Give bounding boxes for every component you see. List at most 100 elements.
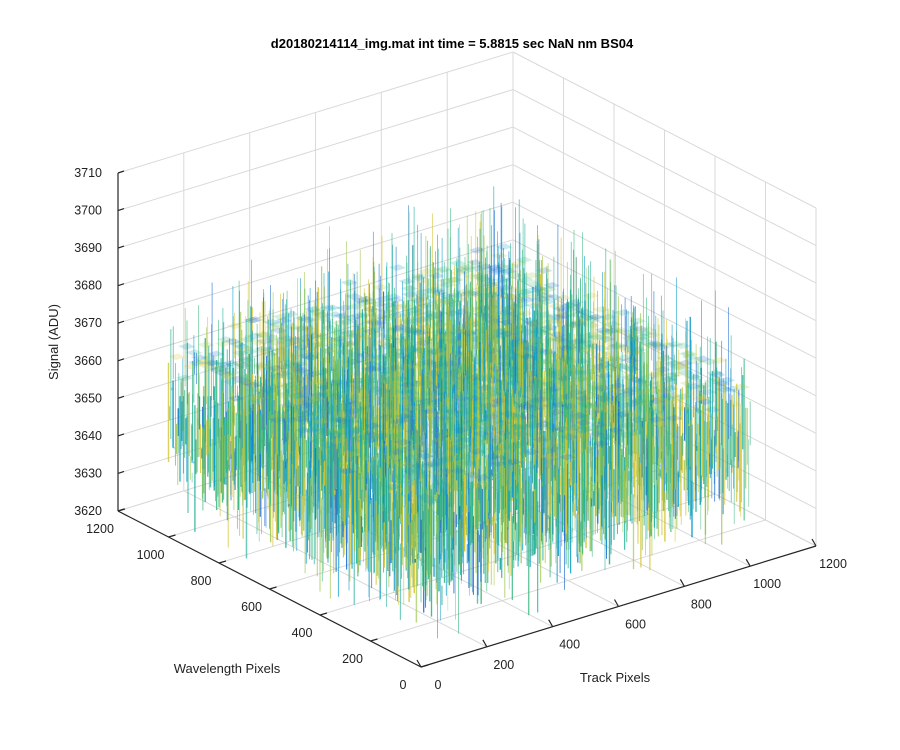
surface-patch [323,428,341,436]
surface-patch [674,393,692,400]
surface-patch [430,469,448,477]
surface-patch [444,484,462,492]
grid-line-side-z [512,89,817,247]
surface-patch [539,348,557,356]
surface-patch [473,430,491,437]
surface-patch [363,432,381,439]
surface-patch [575,419,593,426]
surface-patch [404,326,422,334]
surface-patch [242,380,260,388]
surface-patch [214,340,232,348]
surface-patch [542,281,560,289]
surface-patch [450,392,468,400]
surface-patch [593,384,611,392]
surface-patch [356,438,374,445]
surface-patch [517,449,535,457]
surface-patch [327,339,345,347]
surface-patch [230,375,248,382]
surface-patch [550,401,568,409]
surface-patch [232,360,250,368]
surface-patch [234,361,252,369]
surface-patch [349,425,367,433]
surface-patch [386,296,404,304]
surface-patch [294,398,312,406]
grid-line-side-z [512,164,817,322]
surface-patch [691,384,709,392]
surface-patch [603,385,621,392]
surface-patch [665,414,683,422]
surface-patch [669,396,687,403]
surface-patch [521,317,539,325]
surface-patch [329,437,347,445]
surface-patch [516,401,534,409]
surface-patch [498,268,516,275]
surface-patch [321,336,339,344]
surface-patch [383,483,401,491]
surface-patch [242,377,260,385]
surface-patch [540,285,558,293]
surface-patch [693,355,711,363]
surface-patch [451,362,469,370]
surface-patch [373,340,391,348]
surface-patch [492,328,510,335]
surface-patch [400,354,418,362]
surface-patch [311,378,329,385]
surface-patch [420,278,438,285]
surface-patch [474,391,492,399]
surface-patch [294,426,312,434]
surface-patch [372,409,390,417]
surface-patch [357,295,375,303]
grid-line-back-z [117,51,514,174]
surface-patch [437,352,455,360]
surface-patch [578,432,596,439]
surface-patch [489,397,507,405]
surface-patch [551,336,569,344]
surface-patch [213,369,231,376]
surface-patch [500,459,518,467]
surface-patch [522,448,540,456]
surface-patch [533,400,551,407]
surface-patch [631,390,649,397]
surface-patch [247,394,265,402]
surface-patch [252,387,270,394]
surface-patch [408,347,426,355]
surface-patch [360,430,378,438]
surface-patch [352,296,370,304]
surface-patch [466,259,484,266]
surface-patch [299,410,317,418]
surface-patch [329,336,347,344]
surface-patch [518,296,536,304]
surface-patch [623,410,641,418]
surface-plot [167,186,751,639]
surface-patch [449,259,467,267]
surface-patch [267,413,285,420]
surface-patch [227,395,245,402]
surface-patch [298,369,316,377]
surface-patch [556,353,574,361]
grid-line-side-z [512,201,817,359]
surface-patch [433,408,451,415]
surface-patch [681,350,699,358]
surface-patch [259,387,277,395]
surface-patch [641,340,659,348]
grid-line-back-z [117,164,514,287]
grid-line-side-z [512,51,817,209]
surface-patch [427,272,445,280]
surface-patch [545,313,563,321]
surface-patch [512,439,530,447]
surface-patch [666,341,684,348]
surface-patch [671,362,689,370]
surface-patch [326,311,344,318]
surface-patch [593,344,611,352]
surface-patch [308,391,326,399]
surface-patch [422,378,440,386]
surface-patch [338,318,356,326]
surface-patch [529,432,547,439]
surface-patch [652,379,670,387]
surface-patch [600,364,618,371]
surface-patch [358,328,376,336]
surface-patch [393,459,411,467]
surface-patch [307,350,325,358]
surface-patch [324,346,342,353]
